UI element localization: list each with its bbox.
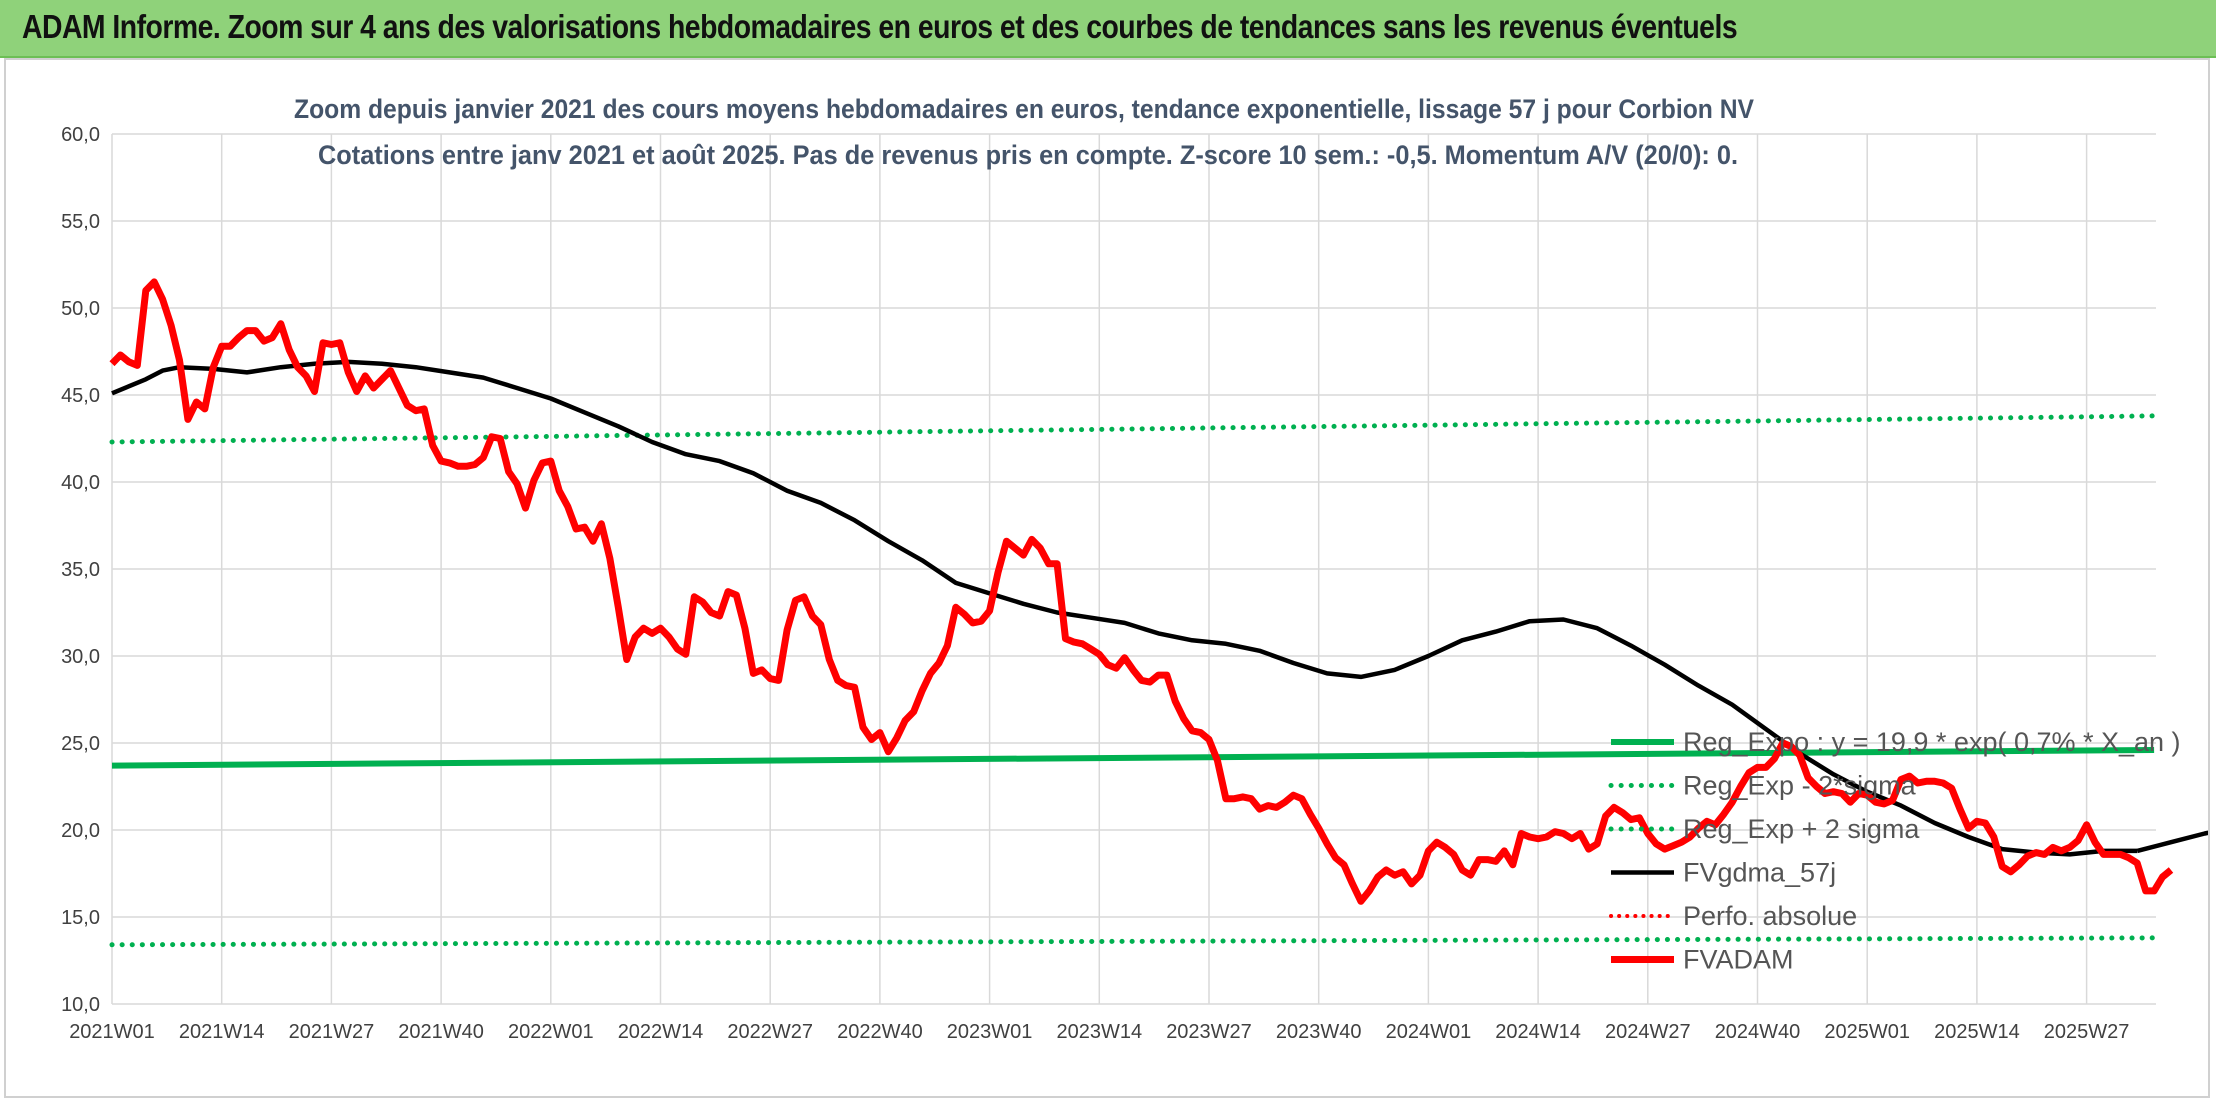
y-tick-label: 10,0	[61, 994, 100, 1016]
series-line-fvadam	[109, 278, 2174, 905]
x-tick-label: 2024W01	[1386, 1021, 1472, 1043]
grid-lines	[111, 133, 2156, 1005]
x-tick-label: 2021W01	[69, 1021, 155, 1043]
y-tick-label: 15,0	[61, 907, 100, 929]
series-line-fvgdma_tail	[2136, 830, 2208, 854]
series-line-plus2	[109, 413, 2157, 445]
x-tick-label: 2025W01	[1824, 1021, 1910, 1043]
legend-label-minus2: Reg_Exp - 2*sigma	[1683, 771, 1917, 801]
x-tick-label: 2021W27	[289, 1021, 375, 1043]
series-layer	[109, 278, 2208, 948]
x-tick-label: 2022W01	[508, 1021, 594, 1043]
x-tick-label: 2022W14	[618, 1021, 704, 1043]
x-axis: 2021W01 2021W14 2021W27 2021W40 2022W01 2022W…	[69, 1021, 2129, 1043]
x-tick-label: 2025W14	[1934, 1021, 2020, 1043]
y-tick-label: 55,0	[61, 211, 100, 233]
x-tick-label: 2023W14	[1056, 1021, 1142, 1043]
y-tick-label: 20,0	[61, 820, 100, 842]
legend-label-fvgdma: FVgdma_57j	[1683, 858, 1836, 888]
series-line-reg_exp	[111, 747, 2155, 769]
y-axis: 10,0 15,0 20,0 25,0 30,0 35,0 40,0 45,0 50,0 55,0…	[61, 124, 100, 1016]
chart-title-line-1: Zoom depuis janvier 2021 des cours moyen…	[294, 94, 1754, 124]
x-tick-label: 2023W40	[1276, 1021, 1362, 1043]
x-tick-label: 2021W40	[398, 1021, 484, 1043]
x-tick-label: 2024W27	[1605, 1021, 1691, 1043]
x-tick-label: 2024W14	[1495, 1021, 1581, 1043]
x-tick-label: 2024W40	[1715, 1021, 1801, 1043]
report-title: ADAM Informe. Zoom sur 4 ans des valoris…	[22, 8, 1738, 45]
report-banner: ADAM Informe. Zoom sur 4 ans des valoris…	[0, 0, 2216, 58]
x-tick-label: 2025W27	[2044, 1021, 2130, 1043]
legend-label-reg_exp: Reg_Expo : y = 19,9 * exp( 0,7% * X_an )	[1683, 727, 2181, 757]
legend-label-perfo: Perfo. absolue	[1683, 901, 1857, 931]
chart-titles: Zoom depuis janvier 2021 des cours moyen…	[294, 94, 1754, 170]
series-line-minus2	[109, 935, 2157, 948]
x-tick-label: 2023W27	[1166, 1021, 1252, 1043]
line-chart: 10,0 15,0 20,0 25,0 30,0 35,0 40,0 45,0 50,0 55,0…	[61, 94, 2208, 1043]
legend-label-plus2: Reg_Exp + 2 sigma	[1683, 814, 1920, 844]
legend-label-fvadam: FVADAM	[1683, 945, 1794, 975]
x-tick-label: 2023W01	[947, 1021, 1033, 1043]
chart-frame: 10,0 15,0 20,0 25,0 30,0 35,0 40,0 45,0 50,0 55,0…	[4, 58, 2210, 1098]
x-tick-label: 2021W14	[179, 1021, 265, 1043]
x-tick-label: 2022W40	[837, 1021, 923, 1043]
y-tick-label: 40,0	[61, 472, 100, 494]
y-tick-label: 45,0	[61, 385, 100, 407]
x-tick-label: 2022W27	[727, 1021, 813, 1043]
y-tick-label: 25,0	[61, 733, 100, 755]
y-tick-label: 30,0	[61, 646, 100, 668]
chart-legend: Reg_Expo : y = 19,9 * exp( 0,7% * X_an )…	[1608, 727, 2181, 975]
chart-title-line-2: Cotations entre janv 2021 et août 2025. …	[318, 140, 1738, 170]
y-tick-label: 50,0	[61, 298, 100, 320]
y-tick-label: 60,0	[61, 124, 100, 146]
y-tick-label: 35,0	[61, 559, 100, 581]
